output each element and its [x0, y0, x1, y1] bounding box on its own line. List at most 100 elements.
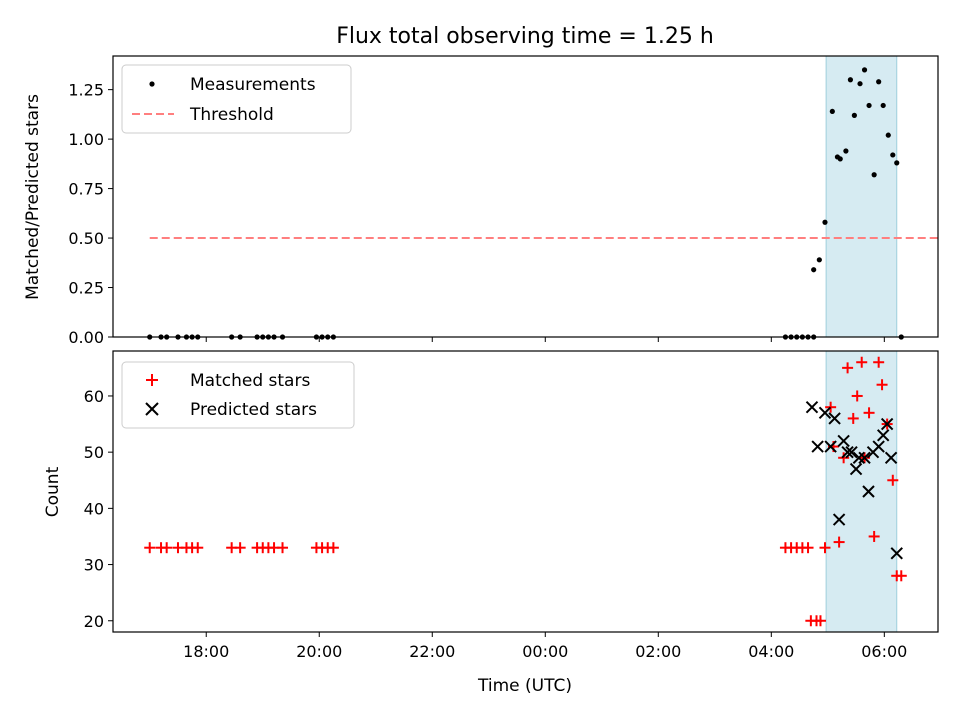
predicted-star-point [872, 440, 885, 453]
matched-star-point [868, 530, 880, 542]
top-ytick-label: 0.00 [68, 328, 104, 347]
predicted-star-point [890, 547, 903, 560]
top-legend: Measurements Threshold [121, 64, 352, 134]
top-ytick-label: 0.75 [68, 180, 104, 199]
xtick-label: 22:00 [409, 642, 455, 661]
predicted-star-point [880, 417, 894, 431]
measurement-point [894, 160, 900, 166]
bottom-ytick-label: 20 [84, 612, 104, 631]
matched-star-point [814, 615, 826, 627]
top-ytick-label: 0.25 [68, 279, 104, 298]
measurement-point [843, 148, 849, 154]
xtick-label: 20:00 [296, 642, 342, 661]
matched-star-point [873, 356, 885, 368]
measurement-point [890, 152, 896, 158]
predicted-star-point [811, 440, 824, 453]
matched-star-point [842, 362, 854, 374]
bottom-ytick-label: 40 [84, 499, 104, 518]
bottom-legend: Matched stars Predicted stars [121, 361, 355, 429]
measurement-point [837, 156, 843, 162]
matched-star-point [876, 379, 888, 391]
top-x-ticks [205, 337, 885, 342]
xtick-label: 18:00 [183, 642, 229, 661]
predicted-star-point [824, 440, 837, 453]
highlight-span-rect [825, 55, 898, 338]
matched-star-point [863, 407, 875, 419]
predicted-star-point [858, 451, 871, 464]
predicted-star-point [837, 434, 850, 448]
top-legend-box [121, 64, 352, 134]
top-y-axis: 0.00 0.25 0.50 0.75 1.00 1.25 [68, 81, 113, 347]
predicted-star-point [852, 451, 866, 464]
bottom-plot-marks [144, 356, 907, 627]
matched-star-point [234, 542, 246, 554]
top-ytick-label: 1.00 [68, 130, 104, 149]
xtick-label: 00:00 [522, 642, 568, 661]
predicted-star-point [876, 429, 890, 442]
measurement-point [816, 257, 822, 263]
matched-star-point [277, 542, 289, 554]
predicted-star-point [818, 406, 832, 420]
top-y-axis-label: Matched/Predicted stars [23, 94, 43, 300]
matched-star-point [802, 542, 814, 554]
bottom-ytick-label: 30 [84, 556, 104, 575]
highlight-span-rect [825, 350, 898, 633]
matched-star-point [144, 542, 156, 554]
predicted-star-point [845, 445, 858, 459]
legend-matched-label: Matched stars [190, 371, 310, 391]
bottom-plot-frame [112, 350, 939, 633]
measurement-point [876, 79, 882, 85]
matched-star-point [847, 412, 859, 424]
measurement-point [880, 102, 886, 109]
matched-star-point [825, 401, 837, 413]
top-chart-title: Flux total observing time = 1.25 h [336, 24, 714, 49]
legend-threshold-label: Threshold [189, 105, 274, 125]
bottom-ytick-label: 60 [84, 387, 104, 406]
xtick-label: 06:00 [861, 642, 907, 661]
legend-matched-marker [146, 374, 158, 386]
predicted-star-point [849, 462, 863, 476]
legend-measurements-marker [149, 81, 155, 87]
legend-measurements-label: Measurements [190, 75, 316, 95]
measurement-point [847, 77, 854, 83]
matched-star-point [856, 356, 868, 368]
bottom-legend-box [121, 361, 355, 429]
bottom-x-axis: 18:00 20:00 22:00 00:00 02:00 04:00 06:00 [183, 632, 907, 661]
matched-star-point [851, 390, 863, 402]
measurement-point [871, 172, 877, 178]
measurement-point [822, 219, 828, 225]
measurement-point [857, 81, 863, 87]
matched-star-point [895, 570, 907, 582]
top-plot-frame [112, 55, 939, 338]
top-ytick-label: 1.25 [68, 81, 104, 100]
matched-star-point [819, 542, 831, 554]
legend-predicted-label: Predicted stars [190, 400, 317, 420]
predicted-star-point [884, 451, 898, 464]
x-axis-label: Time (UTC) [477, 676, 572, 696]
bottom-y-axis-label: Count [43, 466, 63, 517]
xtick-label: 02:00 [635, 642, 681, 661]
top-ytick-label: 0.50 [68, 229, 104, 248]
matched-star-point [833, 536, 845, 548]
predicted-star-point [862, 485, 875, 498]
predicted-star-point [828, 412, 841, 425]
measurement-point [829, 108, 835, 115]
matched-star-point [192, 542, 204, 554]
predicted-star-point [805, 400, 819, 414]
bottom-highlight-span [825, 350, 898, 633]
measurement-point [866, 102, 872, 109]
matched-star-point [887, 474, 899, 486]
measurement-point [885, 132, 891, 138]
matched-star-point [161, 542, 173, 554]
top-highlight-span [825, 55, 898, 338]
measurement-point [811, 267, 817, 273]
matched-star-point [327, 542, 339, 554]
measurement-point [851, 112, 857, 118]
bottom-y-axis: 20 30 40 50 60 [84, 387, 113, 631]
measurement-point [861, 67, 868, 73]
xtick-label: 04:00 [748, 642, 794, 661]
predicted-star-point [841, 445, 854, 459]
bottom-ytick-label: 50 [84, 443, 104, 462]
legend-predicted-marker [145, 402, 159, 416]
